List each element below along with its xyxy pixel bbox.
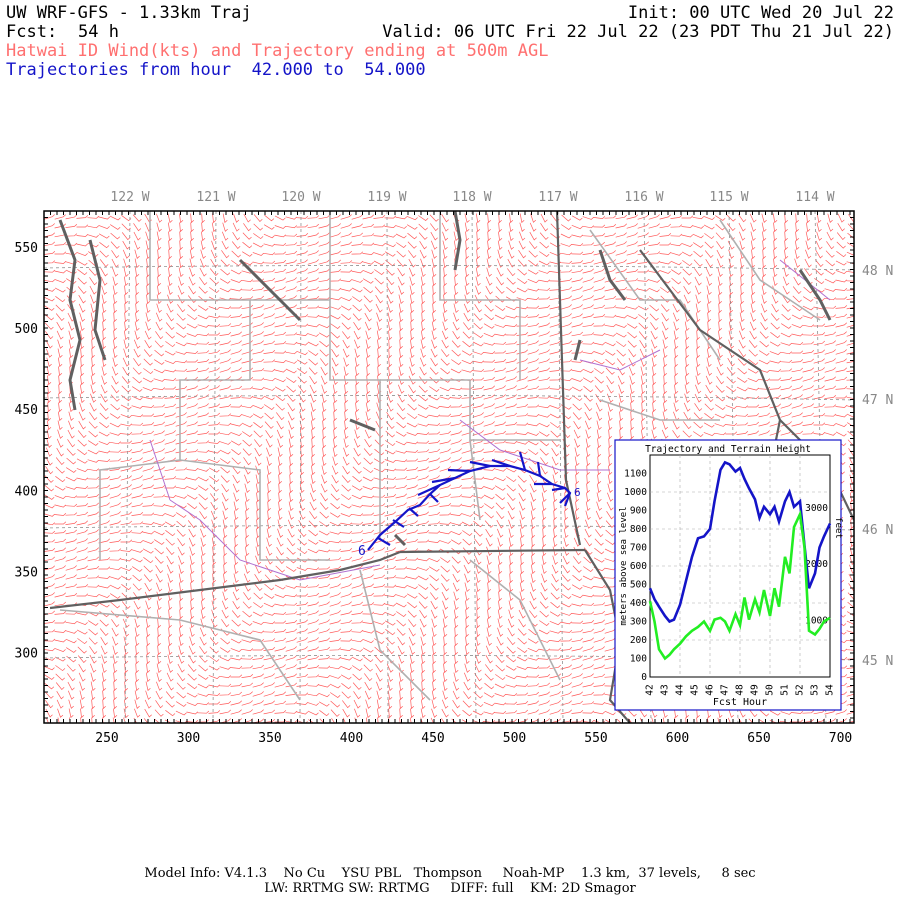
longitude-label: 119 W: [367, 190, 406, 205]
init-time: Init: 00 UTC Wed 20 Jul 22: [627, 3, 894, 23]
inset-right-axis-label: feet: [833, 517, 843, 539]
inset-x-tick: 50: [765, 684, 776, 696]
longitude-label: 122 W: [110, 190, 149, 205]
trajectory-end-label: 6: [574, 486, 581, 499]
inset-x-tick: 44: [675, 684, 686, 696]
x-tick-label: 450: [421, 731, 444, 746]
inset-left-tick: 800: [630, 524, 647, 535]
trajectory-start-label: 6: [358, 544, 366, 559]
y-tick-label: 500: [15, 322, 38, 337]
y-tick-label: 300: [15, 647, 38, 662]
x-axis-ticks: 250 300 350 400 450 500 550 600 650 700: [95, 731, 852, 746]
inset-left-tick: 400: [630, 598, 647, 609]
latitude-label: 48 N: [862, 264, 893, 279]
inset-left-tick: 200: [630, 635, 647, 646]
forecast-label: Fcst:: [6, 22, 58, 42]
wind-barb-field: [44, 213, 854, 723]
x-tick-label: 700: [829, 731, 852, 746]
longitude-label: 115 W: [709, 190, 748, 205]
longitude-label: 120 W: [281, 190, 320, 205]
inset-x-tick: 49: [750, 684, 761, 696]
inset-x-tick: 42: [645, 684, 656, 695]
longitude-label: 121 W: [196, 190, 235, 205]
y-tick-label: 550: [15, 241, 38, 256]
longitude-label: 117 W: [538, 190, 577, 205]
inset-right-tick: 1000: [805, 616, 828, 627]
inset-x-tick: 45: [690, 684, 701, 695]
x-tick-label: 600: [666, 731, 689, 746]
trajectory-terrain-inset: Trajectory and Terrain Height 0 100 200 300…: [614, 439, 843, 711]
map-subtitle: Hatwai ID Wind(kts) and Trajectory endin…: [6, 41, 549, 61]
inset-x-tick: 46: [705, 684, 716, 696]
x-tick-label: 650: [747, 731, 770, 746]
longitude-labels: 122 W 121 W 120 W 119 W 118 W 117 W 116 W 115 W…: [110, 190, 834, 205]
inset-left-tick: 0: [641, 672, 647, 683]
trajectory-range: Trajectories from hour 42.000 to 54.000: [6, 60, 426, 80]
trajectory-height-line: [648, 460, 832, 624]
longitude-label: 116 W: [624, 190, 663, 205]
inset-title: Trajectory and Terrain Height: [645, 444, 811, 455]
longitude-label: 118 W: [452, 190, 491, 205]
inset-x-tick: 47: [720, 684, 731, 695]
forecast-hour: 54 h: [78, 22, 119, 42]
latitude-label: 47 N: [862, 393, 893, 408]
inset-x-tick: 54: [825, 684, 836, 696]
inset-left-ticks: 0 100 200 300 400 500 600 700 800 900 1000 1100: [624, 469, 647, 684]
y-tick-label: 450: [15, 403, 38, 418]
longitude-label: 114 W: [795, 190, 834, 205]
x-tick-label: 500: [503, 731, 526, 746]
inset-left-tick: 100: [630, 654, 647, 665]
x-tick-label: 550: [584, 731, 607, 746]
frame-ticks: [43, 210, 854, 723]
inset-x-axis-label: Fcst Hour: [713, 697, 767, 708]
x-tick-label: 350: [258, 731, 281, 746]
x-tick-label: 250: [95, 731, 118, 746]
model-info: Model Info: V4.1.3 No Cu YSU PBL Thompso…: [144, 866, 756, 881]
inset-x-tick: 53: [810, 684, 821, 695]
y-axis-ticks: 550 500 450 400 350 300: [15, 241, 38, 662]
latitude-label: 46 N: [862, 523, 893, 538]
inset-grid: [650, 455, 830, 677]
inset-gridlines: [650, 455, 830, 677]
inset-background: [614, 439, 842, 711]
water-bodies: [58, 211, 832, 547]
inset-x-tick: 48: [735, 684, 746, 696]
x-tick-label: 300: [177, 731, 200, 746]
map-frame: [43, 210, 855, 724]
inset-left-tick: 300: [630, 617, 647, 628]
x-tick-label: 400: [340, 731, 363, 746]
frame-minor-ticks: [43, 210, 854, 723]
inset-left-axis-label: meters above sea level: [619, 506, 629, 625]
terrain-height-line: [648, 509, 831, 661]
inset-left-tick: 1100: [624, 469, 647, 480]
map-title: UW WRF-GFS - 1.33km Traj: [6, 3, 252, 23]
trajectory-path: [367, 451, 572, 551]
valid-time: Valid: 06 UTC Fri 22 Jul 22 (23 PDT Thu …: [382, 22, 894, 42]
model-info-2: LW: RRTMG SW: RRTMG DIFF: full KM: 2D Sm…: [264, 881, 636, 896]
y-tick-label: 350: [15, 565, 38, 580]
inset-left-tick: 600: [630, 561, 647, 572]
inset-right-tick: 3000: [805, 503, 828, 514]
inset-x-ticks: 42 43 44 45 46 47 48 49 50 51 52 53 54: [645, 684, 836, 696]
latitude-label: 45 N: [862, 654, 893, 669]
inset-left-tick: 500: [630, 580, 647, 591]
inset-left-tick: 700: [630, 543, 647, 554]
inset-x-tick: 43: [660, 684, 671, 695]
y-tick-label: 400: [15, 484, 38, 499]
inset-left-tick: 900: [630, 506, 647, 517]
inset-series: [648, 460, 832, 661]
latitude-labels: 48 N 47 N 46 N 45 N: [862, 264, 893, 669]
inset-x-tick: 52: [795, 684, 806, 695]
wind-barbs: [44, 213, 854, 723]
inset-x-tick: 51: [780, 684, 791, 696]
inset-left-tick: 1000: [624, 487, 647, 498]
